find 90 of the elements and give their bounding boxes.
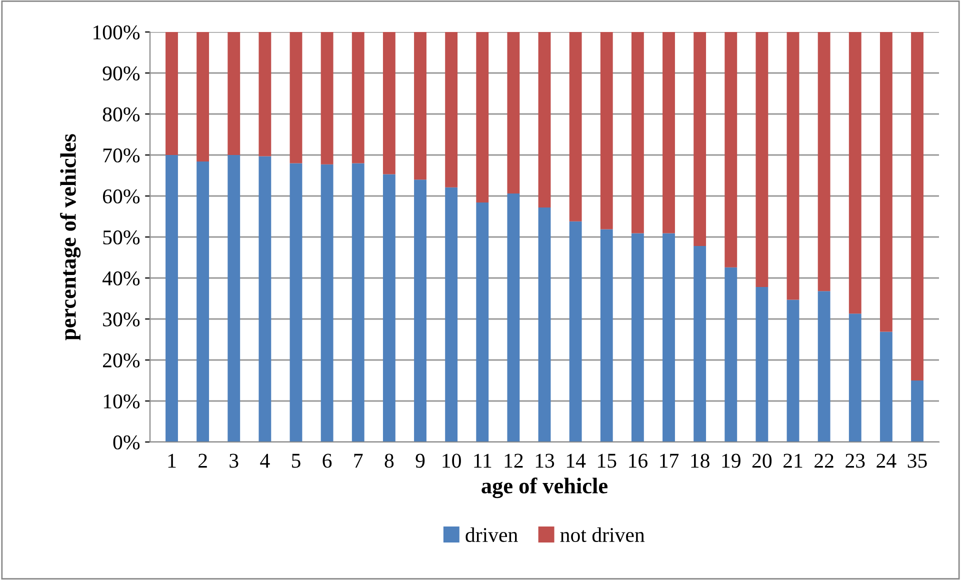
- bar: [724, 32, 738, 268]
- y-tick-label: 80%: [102, 107, 140, 122]
- y-axis-title: percentage of vehicles: [60, 134, 81, 340]
- x-tick-label: 16: [629, 454, 648, 468]
- bar: [848, 32, 862, 314]
- bar: [166, 155, 178, 442]
- y-tick-label: 70%: [103, 148, 140, 162]
- bar: [786, 300, 800, 442]
- bar: [786, 32, 800, 300]
- x-tick-label: 22: [814, 454, 834, 468]
- x-tick-label: 11: [474, 454, 492, 468]
- x-tick-label: 15: [598, 454, 616, 468]
- x-tick-label: 24: [876, 454, 896, 468]
- x-tick-label: 4: [260, 454, 270, 468]
- x-tick-label: 5: [292, 454, 300, 468]
- bar: [507, 32, 520, 194]
- x-tick-label: 12: [504, 454, 523, 468]
- bar: [445, 187, 458, 442]
- bar: [228, 32, 240, 155]
- legend-label: driven: [466, 527, 518, 542]
- bar: [600, 32, 613, 230]
- bar: [662, 233, 675, 442]
- x-tick-label: 3: [230, 454, 238, 468]
- bar: [569, 32, 582, 222]
- bar: [258, 156, 272, 442]
- y-tick-label: 40%: [102, 271, 140, 286]
- bar: [414, 32, 426, 180]
- bar: [756, 32, 768, 288]
- x-tick-label: 1: [168, 454, 176, 468]
- x-tick-label: 2: [198, 454, 207, 468]
- bar: [848, 314, 862, 442]
- x-tick-label: 20: [752, 454, 772, 468]
- bar: [320, 32, 334, 164]
- x-tick-label: 9: [416, 454, 425, 468]
- bar: [507, 194, 520, 442]
- y-tick-label: 100%: [94, 25, 140, 40]
- bar: [818, 291, 830, 442]
- bar: [196, 32, 210, 162]
- x-tick-label: 6: [322, 454, 332, 468]
- y-tick-label: 90%: [102, 66, 140, 80]
- x-tick-label: 7: [354, 454, 363, 468]
- y-tick-label: 20%: [103, 353, 140, 368]
- bar: [258, 32, 272, 156]
- y-tick-label: 10%: [104, 394, 140, 408]
- x-tick-label: 19: [722, 454, 740, 468]
- bar: [911, 32, 924, 380]
- bar: [196, 162, 210, 442]
- bar: [631, 233, 644, 442]
- bar: [352, 32, 364, 164]
- x-tick-label: 21: [784, 454, 802, 468]
- x-tick-label: 10: [442, 454, 461, 468]
- legend-label: not driven: [560, 527, 645, 542]
- bar: [818, 32, 830, 292]
- bar: [694, 32, 706, 246]
- bar: [694, 246, 706, 442]
- bar: [166, 32, 178, 155]
- bar: [320, 164, 334, 442]
- bar: [414, 180, 426, 442]
- bar: [880, 32, 892, 332]
- x-tick-label: 18: [691, 454, 710, 468]
- bar: [290, 163, 302, 442]
- x-tick-label: 8: [384, 454, 394, 468]
- bar: [290, 32, 302, 164]
- bar: [600, 229, 613, 442]
- x-tick-label: 35: [908, 454, 927, 468]
- bar: [538, 32, 551, 208]
- bar: [631, 32, 644, 234]
- x-axis-title: age of vehicle: [482, 478, 608, 498]
- bar: [880, 332, 892, 442]
- bar: [445, 32, 458, 188]
- bar: [911, 380, 924, 442]
- bar: [569, 221, 582, 442]
- bar: [382, 32, 396, 174]
- bar: [538, 207, 551, 442]
- bar: [352, 163, 364, 442]
- bar: [382, 174, 396, 442]
- bar: [756, 287, 768, 442]
- bar: [228, 155, 240, 442]
- x-tick-label: 17: [660, 454, 679, 468]
- bar: [662, 32, 675, 234]
- x-tick-label: 14: [566, 454, 586, 468]
- bar: [476, 202, 489, 442]
- bar: [476, 32, 489, 203]
- y-tick-label: 60%: [102, 189, 140, 204]
- y-tick-label: 30%: [103, 312, 140, 326]
- x-tick-label: 23: [846, 454, 865, 468]
- bar: [724, 267, 738, 442]
- x-tick-label: 13: [536, 454, 554, 468]
- y-tick-label: 50%: [103, 230, 140, 244]
- y-tick-label: 0%: [113, 435, 140, 450]
